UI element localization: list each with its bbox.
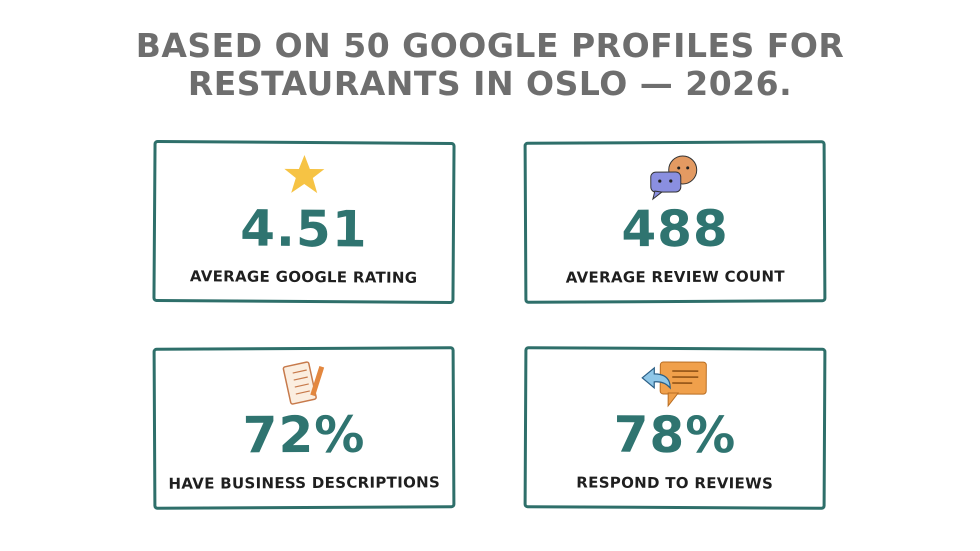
chat-icon <box>650 155 698 201</box>
star-icon <box>284 155 325 194</box>
stat-value: 488 <box>621 199 729 259</box>
stat-card: 4.51 AVERAGE GOOGLE RATING <box>152 139 456 305</box>
stat-card: 488 AVERAGE REVIEW COUNT <box>523 140 827 304</box>
title-line: RESTAURANTS IN OSLO — 2026. <box>187 64 793 103</box>
notepad-icon <box>282 361 325 405</box>
stat-card: 72% HAVE BUSINESS DESCRIPTIONS <box>152 346 456 510</box>
reply-icon <box>641 361 707 408</box>
stat-label: RESPOND TO REVIEWS <box>576 473 774 493</box>
stat-label: AVERAGE GOOGLE RATING <box>189 267 418 287</box>
title-line: BASED ON 50 GOOGLE PROFILES FOR <box>135 26 845 65</box>
stat-value: 78% <box>613 405 737 465</box>
stat-value: 72% <box>242 405 366 465</box>
stat-value: 4.51 <box>240 199 368 259</box>
stat-label: HAVE BUSINESS DESCRIPTIONS <box>168 473 441 493</box>
stat-label: AVERAGE REVIEW COUNT <box>565 267 785 287</box>
stat-card: 78% RESPOND TO REVIEWS <box>523 346 827 510</box>
